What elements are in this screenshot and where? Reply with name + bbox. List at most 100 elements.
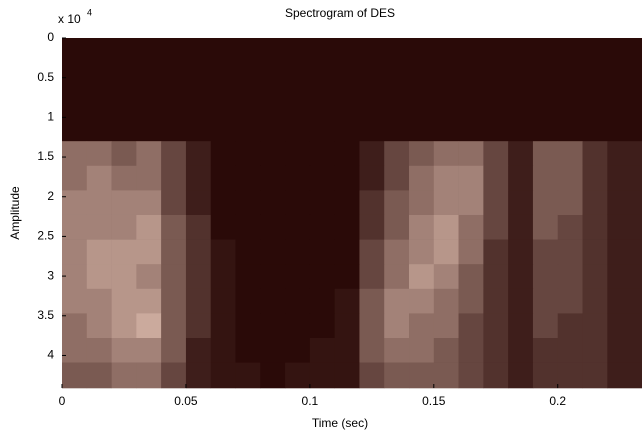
y-multiplier: x 10 bbox=[58, 12, 81, 26]
spectrogram-cell bbox=[433, 264, 459, 290]
spectrogram-cell bbox=[235, 362, 261, 389]
spectrogram-cell bbox=[483, 313, 509, 339]
spectrogram-cell bbox=[508, 362, 534, 389]
spectrogram-cell bbox=[433, 214, 459, 240]
spectrogram-cell bbox=[309, 288, 335, 314]
spectrogram-cell bbox=[285, 190, 311, 216]
spectrogram-cell bbox=[136, 165, 162, 191]
spectrogram-cell bbox=[210, 264, 236, 290]
spectrogram-cell bbox=[185, 288, 212, 314]
spectrogram-cell bbox=[185, 190, 212, 216]
spectrogram-cell bbox=[532, 239, 559, 265]
y-axis-label: Amplitude bbox=[8, 186, 22, 240]
spectrogram-cell bbox=[359, 338, 385, 363]
spectrogram-cell bbox=[136, 313, 162, 339]
spectrogram-cell bbox=[359, 165, 385, 191]
spectrogram-cell bbox=[433, 239, 459, 265]
spectrogram-cell bbox=[483, 288, 509, 314]
spectrogram-cell bbox=[409, 190, 435, 216]
spectrogram-cell bbox=[86, 264, 112, 290]
spectrogram-cell bbox=[285, 141, 311, 167]
spectrogram-cell bbox=[607, 313, 642, 339]
spectrogram-cell bbox=[384, 264, 410, 290]
spectrogram-cell bbox=[458, 313, 484, 339]
spectrogram-cell bbox=[334, 190, 360, 216]
spectrogram-cell bbox=[86, 362, 112, 389]
spectrogram-cell bbox=[359, 313, 385, 339]
spectrogram-cell bbox=[409, 313, 435, 339]
spectrogram-cell bbox=[309, 362, 335, 389]
spectrogram-cell bbox=[161, 190, 187, 216]
spectrogram-cell bbox=[532, 288, 559, 314]
y-tick-label: 2 bbox=[47, 189, 54, 203]
spectrogram-cell bbox=[483, 338, 509, 363]
spectrogram-cell bbox=[334, 338, 360, 363]
spectrogram-cell bbox=[185, 141, 212, 167]
spectrogram-cell bbox=[136, 288, 162, 314]
spectrogram-cell bbox=[384, 338, 410, 363]
spectrogram-cell bbox=[235, 338, 261, 363]
spectrogram-cell bbox=[136, 338, 162, 363]
spectrogram-cell bbox=[557, 190, 583, 216]
spectrogram-cell bbox=[483, 141, 509, 167]
spectrogram-cell bbox=[359, 288, 385, 314]
y-tick-label: 0.5 bbox=[37, 70, 54, 84]
spectrogram-cell bbox=[607, 288, 642, 314]
spectrogram-cell bbox=[433, 141, 459, 167]
spectrogram-cell bbox=[582, 362, 608, 389]
spectrogram-cell bbox=[62, 190, 88, 216]
spectrogram-cell bbox=[458, 239, 484, 265]
spectrogram-cell bbox=[557, 165, 583, 191]
spectrogram-cell bbox=[458, 141, 484, 167]
spectrogram-cell bbox=[309, 190, 335, 216]
y-tick-label: 3.5 bbox=[37, 308, 54, 322]
spectrogram-cell bbox=[433, 165, 459, 191]
spectrogram-cell bbox=[235, 190, 261, 216]
spectrogram-cell bbox=[384, 214, 410, 240]
spectrogram-cell bbox=[508, 141, 534, 167]
spectrogram-cell bbox=[62, 338, 88, 363]
spectrogram-cell bbox=[334, 288, 360, 314]
spectrogram-cell bbox=[607, 264, 642, 290]
spectrogram-cell bbox=[62, 214, 88, 240]
spectrogram-cell bbox=[433, 313, 459, 339]
spectrogram-cell bbox=[185, 362, 212, 389]
spectrogram-cell bbox=[483, 239, 509, 265]
spectrogram-cell bbox=[557, 313, 583, 339]
spectrogram-cell bbox=[111, 362, 137, 389]
spectrogram-cell bbox=[62, 288, 88, 314]
spectrogram-cell bbox=[161, 338, 187, 363]
spectrogram-cell bbox=[235, 165, 261, 191]
spectrogram-cell bbox=[136, 362, 162, 389]
spectrogram-cell bbox=[582, 190, 608, 216]
spectrogram-cell bbox=[532, 313, 559, 339]
spectrogram-cell bbox=[607, 190, 642, 216]
spectrogram-cell bbox=[309, 264, 335, 290]
spectrogram-cell bbox=[508, 264, 534, 290]
spectrogram-cell bbox=[210, 239, 236, 265]
spectrogram-cell bbox=[62, 313, 88, 339]
spectrogram-cell bbox=[111, 264, 137, 290]
spectrogram-cell bbox=[458, 288, 484, 314]
spectrogram-cell bbox=[409, 264, 435, 290]
spectrogram-cell bbox=[359, 141, 385, 167]
spectrogram-cell bbox=[210, 313, 236, 339]
spectrogram-cell bbox=[136, 264, 162, 290]
spectrogram-cell bbox=[532, 362, 559, 389]
spectrogram-cell bbox=[334, 313, 360, 339]
spectrogram-cell bbox=[359, 214, 385, 240]
spectrogram-cell bbox=[309, 141, 335, 167]
spectrogram-cell bbox=[210, 214, 236, 240]
spectrogram-cell bbox=[86, 214, 112, 240]
spectrogram-cell bbox=[285, 313, 311, 339]
spectrogram-cell bbox=[161, 288, 187, 314]
spectrogram-cell bbox=[508, 313, 534, 339]
spectrogram-cell bbox=[210, 362, 236, 389]
spectrogram-cell bbox=[62, 141, 88, 167]
spectrogram-cell bbox=[210, 338, 236, 363]
spectrogram-cell bbox=[86, 288, 112, 314]
spectrogram-cell bbox=[458, 165, 484, 191]
spectrogram-cell bbox=[136, 239, 162, 265]
spectrogram-cell bbox=[557, 264, 583, 290]
spectrogram-cell bbox=[409, 141, 435, 167]
